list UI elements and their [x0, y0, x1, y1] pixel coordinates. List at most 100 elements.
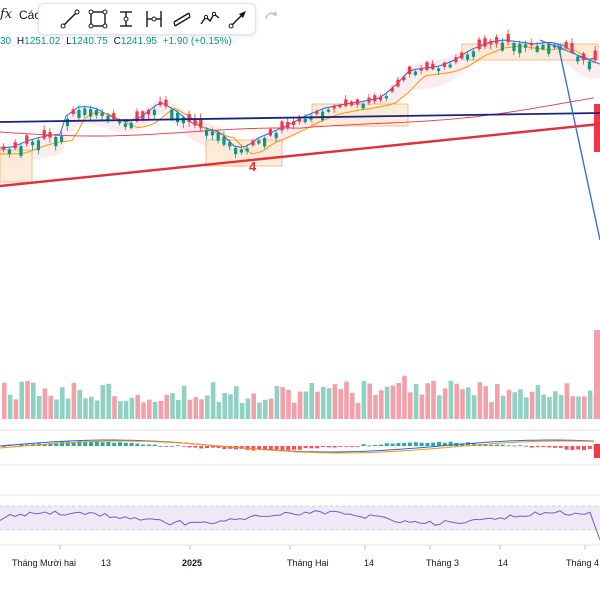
- macd-hist-bar: [373, 444, 378, 446]
- macd-hist-bar: [297, 446, 302, 450]
- candle-body: [94, 109, 98, 116]
- volume-bar: [19, 381, 24, 419]
- macd-hist-bar: [483, 444, 488, 446]
- volume-bar: [477, 382, 483, 419]
- parallel-channel-tool-icon[interactable]: [169, 6, 195, 32]
- high-value: 1251.02: [24, 36, 61, 47]
- volume-bar: [500, 395, 506, 419]
- macd-hist-bar: [431, 442, 436, 446]
- macd-hist-bar: [524, 445, 528, 447]
- wave-4-label: 4: [249, 159, 257, 174]
- macd-hist-bar: [251, 446, 256, 451]
- pane-separators: [0, 429, 600, 550]
- time-label-13: 13: [101, 558, 112, 568]
- indicators-icon[interactable]: ƒx: [0, 7, 13, 22]
- macd-hist-bar: [495, 444, 499, 446]
- candle-body: [176, 112, 180, 123]
- candle-body: [483, 38, 487, 47]
- rectangle-tool-icon[interactable]: [85, 6, 111, 32]
- candle-body: [431, 63, 435, 70]
- volume-bar: [489, 402, 494, 419]
- redo-icon[interactable]: [262, 7, 280, 25]
- elliott-wave-line-2: [539, 39, 600, 65]
- volume-bar: [94, 400, 100, 419]
- close-label: C: [113, 36, 121, 47]
- candle-body: [541, 45, 545, 50]
- candle-body: [210, 131, 214, 136]
- volume-bar: [547, 396, 552, 419]
- macd-hist-bar: [384, 443, 389, 446]
- volume-bar: [245, 398, 251, 419]
- candle-body: [251, 140, 255, 146]
- candle-body: [7, 149, 11, 154]
- macd-hist-bar: [332, 446, 337, 448]
- macd-hist-bar: [564, 446, 569, 450]
- volume-bar: [332, 384, 338, 419]
- volume-bar: [216, 401, 222, 419]
- volume-bar: [355, 402, 361, 419]
- volume-bar: [205, 395, 210, 419]
- volume-bar: [413, 383, 419, 419]
- macd-hist-bar: [100, 442, 105, 446]
- macd-hist-bar: [48, 443, 53, 446]
- candle-body: [292, 121, 296, 125]
- arrow-tool-icon[interactable]: [225, 6, 251, 32]
- high-label: H: [16, 36, 25, 47]
- macd-hist-bar: [77, 441, 82, 446]
- macd-hist-bar: [553, 446, 557, 448]
- price-range-tool-icon[interactable]: [141, 6, 167, 32]
- macd-hist-bar: [471, 443, 476, 446]
- trend-line-tool-icon[interactable]: [57, 6, 83, 32]
- volume-bar: [471, 395, 477, 419]
- candle-body: [65, 118, 69, 127]
- candle-body: [245, 148, 249, 152]
- macd-hist-bar: [448, 441, 453, 446]
- volume-bar: [77, 389, 82, 419]
- candle-body: [187, 113, 191, 123]
- macd-hist-bar: [442, 442, 447, 446]
- horizontal-ray-tool-icon[interactable]: [113, 6, 139, 32]
- ohlc-legend: 30 H1251.02 L1240.75 C1241.95 +1.90 (+0.…: [0, 36, 235, 47]
- volume-bar: [553, 391, 558, 419]
- candle-body: [454, 57, 458, 63]
- volume-bar: [83, 398, 88, 419]
- volume-bar: [303, 391, 309, 419]
- volume-bar: [112, 396, 117, 419]
- rsi-line: [0, 510, 600, 541]
- candle-body: [408, 66, 412, 75]
- volume-bar: [495, 384, 500, 419]
- candle-body: [570, 43, 574, 53]
- path-tool-icon[interactable]: [197, 6, 223, 32]
- time-axis[interactable]: Tháng Mười hai 13 2025 Tháng Hai 14 Thán…: [0, 552, 600, 574]
- volume-bar: [570, 396, 575, 419]
- macd-hist-bar: [228, 446, 233, 449]
- candle-body: [396, 79, 400, 87]
- candle-body: [118, 121, 122, 124]
- volume-bar: [141, 402, 146, 419]
- candle-body: [286, 121, 290, 128]
- macd-hist-bar: [181, 446, 186, 447]
- candle-body: [158, 101, 162, 106]
- candle-body: [448, 64, 452, 68]
- candle-body: [135, 111, 139, 122]
- volume-bar: [582, 396, 587, 419]
- macd-hist-bar: [576, 446, 581, 450]
- candle-body: [42, 130, 46, 139]
- volume-bar: [460, 389, 465, 419]
- volume-bar: [158, 401, 164, 419]
- volume-bar: [524, 397, 529, 419]
- candle-body: [477, 39, 481, 49]
- candle-body: [582, 53, 586, 60]
- macd-hist-bar: [309, 446, 314, 449]
- candle-body: [228, 142, 232, 147]
- indicators-button[interactable]: Các: [19, 8, 41, 22]
- macd-hist-bar: [419, 442, 424, 446]
- volume-bar: [315, 391, 320, 419]
- volume-bar: [228, 394, 233, 419]
- volume-bar: [373, 394, 378, 419]
- last-candle-body: [594, 104, 600, 152]
- macd-signal-line: [0, 440, 595, 454]
- volume-bar: [239, 402, 245, 419]
